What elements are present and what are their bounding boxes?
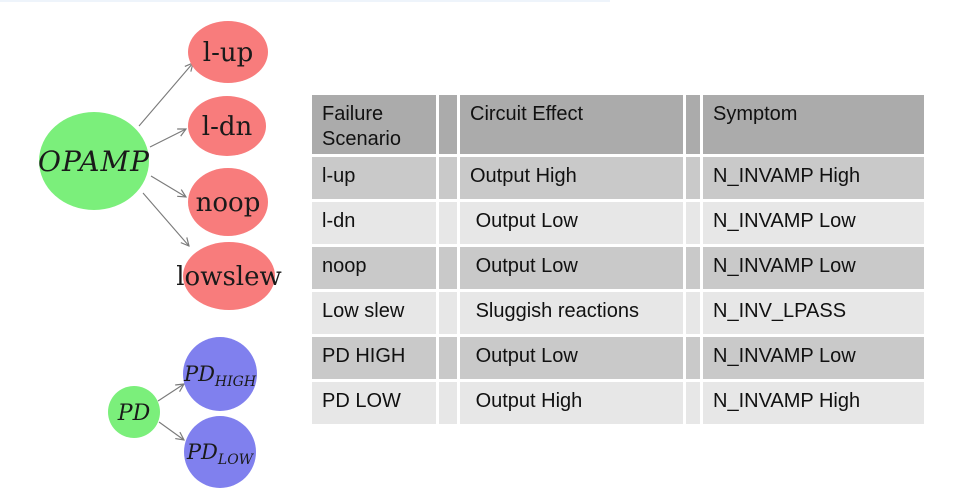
window-edge-artifact [0, 0, 610, 2]
cell-effect: Output High [460, 157, 683, 199]
arrow-opamp-lup [138, 63, 193, 127]
node-lowslew: lowslew [176, 242, 282, 310]
header-spacer-1 [439, 95, 457, 154]
node-ldn: l-dn [188, 96, 266, 156]
cell-symptom: N_INVAMP Low [703, 247, 924, 289]
node-pd-high: PDHIGH [183, 337, 257, 411]
cell-effect: Output High [460, 382, 683, 424]
cell-scenario: PD LOW [312, 382, 436, 424]
cell-scenario: PD HIGH [312, 337, 436, 379]
node-lup-label: l-up [203, 38, 254, 68]
cell-scenario: noop [312, 247, 436, 289]
pd-high-subscript: HIGH [214, 374, 257, 390]
node-pd-shape [108, 386, 160, 438]
cell-spacer [439, 247, 457, 289]
cell-spacer [686, 157, 700, 199]
cell-symptom: N_INV_LPASS [703, 292, 924, 334]
pd-low-subscript: LOW [217, 452, 255, 468]
cell-symptom: N_INVAMP High [703, 382, 924, 424]
arrow-opamp-lowslew [142, 192, 189, 246]
cell-effect: Sluggish reactions [460, 292, 683, 334]
cell-spacer [686, 337, 700, 379]
cell-symptom: N_INVAMP High [703, 157, 924, 199]
node-lup: l-up [188, 21, 268, 83]
pd-arrows [157, 384, 184, 440]
node-pd-low-shape [184, 416, 256, 488]
cell-effect: Output Low [460, 337, 683, 379]
cell-symptom: N_INVAMP Low [703, 202, 924, 244]
node-lowslew-shape [183, 242, 275, 310]
cell-scenario: l-dn [312, 202, 436, 244]
cell-spacer [439, 382, 457, 424]
node-ldn-shape [188, 96, 266, 156]
cell-spacer [439, 202, 457, 244]
arrow-opamp-ldn [149, 129, 186, 148]
cell-scenario: l-up [312, 157, 436, 199]
node-pd-high-label: PDHIGH [183, 362, 257, 390]
node-pd-label: PD [117, 401, 151, 426]
header-symptom: Symptom [703, 95, 924, 154]
node-pd-low: PDLOW [184, 416, 256, 488]
cell-spacer [686, 382, 700, 424]
node-noop: noop [188, 168, 268, 236]
pd-high-base: PD [183, 362, 215, 386]
node-lowslew-label: lowslew [176, 262, 282, 292]
cell-scenario: Low slew [312, 292, 436, 334]
arrow-pd-high [157, 384, 184, 402]
cell-spacer [439, 337, 457, 379]
cell-spacer [686, 247, 700, 289]
cell-effect: Output Low [460, 247, 683, 289]
opamp-fault-arrows [138, 63, 193, 246]
cell-spacer [686, 292, 700, 334]
header-spacer-2 [686, 95, 700, 154]
cell-symptom: N_INVAMP Low [703, 337, 924, 379]
cell-spacer [439, 292, 457, 334]
node-ldn-label: l-dn [202, 112, 253, 142]
node-opamp: OPAMP [38, 112, 150, 210]
cell-spacer [439, 157, 457, 199]
pd-low-base: PD [186, 440, 218, 464]
failure-scenario-table: Failure Scenario Circuit Effect Symptom … [312, 95, 924, 424]
header-circuit-effect: Circuit Effect [460, 95, 683, 154]
node-noop-label: noop [196, 188, 261, 218]
node-opamp-shape [39, 112, 149, 210]
fault-tree-diagram: OPAMP l-up l-dn noop lowslew PD PDHIGH P… [38, 21, 282, 488]
cell-effect: Output Low [460, 202, 683, 244]
node-noop-shape [188, 168, 268, 236]
node-pd: PD [108, 386, 160, 438]
node-opamp-label: OPAMP [38, 145, 150, 178]
cell-spacer [686, 202, 700, 244]
header-failure-scenario: Failure Scenario [312, 95, 436, 154]
node-lup-shape [188, 21, 268, 83]
node-pd-low-label: PDLOW [186, 440, 255, 468]
arrow-opamp-noop [150, 175, 186, 197]
node-pd-high-shape [183, 337, 257, 411]
arrow-pd-low [158, 421, 184, 440]
